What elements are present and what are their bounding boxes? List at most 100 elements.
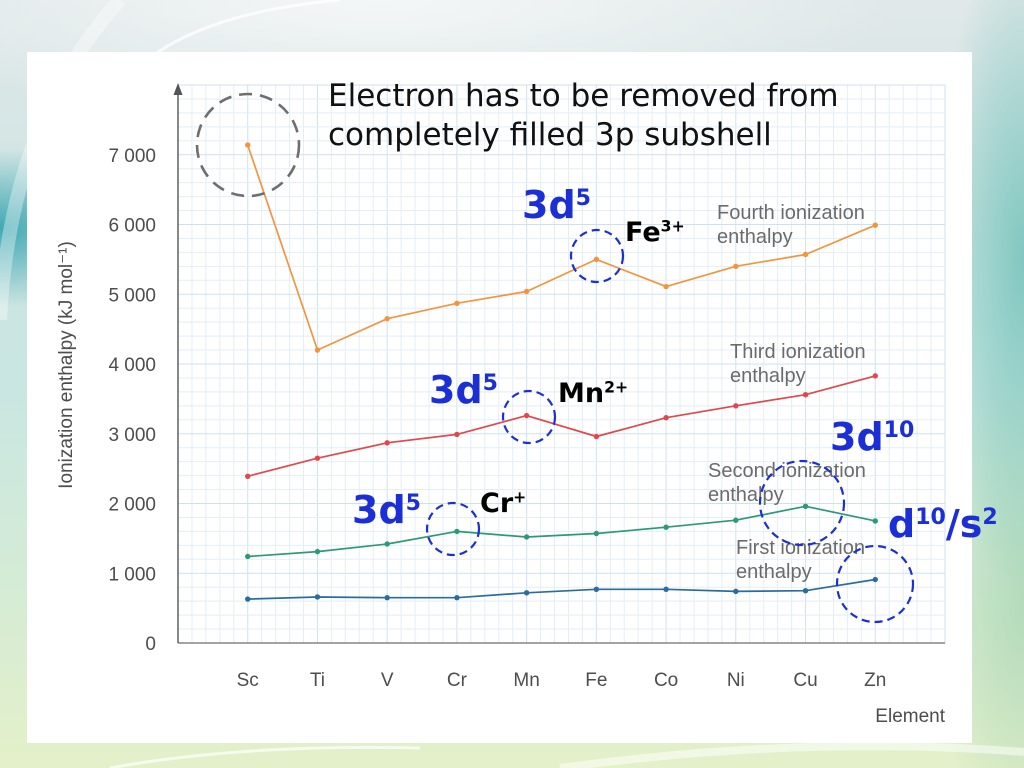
data-point (454, 594, 460, 601)
config-base: /s (945, 502, 983, 546)
x-tick-label: Ti (310, 670, 325, 691)
series-1 (245, 576, 878, 602)
ion-symbol: Mn (558, 378, 605, 409)
data-point (872, 576, 878, 583)
x-tick-label: Fe (585, 670, 607, 691)
cu-electron-config-label: 3d10 (830, 418, 914, 456)
background-swoosh (559, 742, 1024, 768)
config-base: 3d (352, 488, 406, 532)
series-line (246, 144, 876, 351)
data-point (733, 263, 739, 270)
ion-symbol: Fe (625, 217, 661, 248)
fe-electron-config-label: 3d5 (522, 186, 591, 224)
data-point (454, 528, 460, 535)
data-point (872, 373, 878, 379)
data-point (802, 391, 809, 398)
y-tick-label: 4 000 (108, 355, 156, 376)
x-tick-label: Mn (513, 670, 539, 691)
y-axis-arrowhead (173, 83, 183, 95)
annotation-note-line: completely filled 3p subshell (328, 117, 772, 153)
cr-ion-label: Cr+ (480, 489, 526, 517)
series-labels: First ionization enthalpy Second ionizatio… (708, 202, 866, 583)
fe-ion-label: Fe3+ (625, 216, 685, 248)
series-label: First ionization enthalpy (736, 537, 865, 583)
data-point (733, 588, 739, 595)
ion-charge: 3+ (660, 216, 685, 236)
data-point (454, 300, 460, 307)
highlight-circle-mn (501, 389, 557, 445)
data-point (872, 518, 878, 524)
x-tick-label: Zn (864, 670, 886, 691)
data-point (593, 586, 600, 592)
chart-panel (27, 52, 972, 743)
config-base: 3d (830, 415, 884, 459)
x-tick-label: V (381, 670, 394, 691)
x-axis-label: Element (875, 706, 945, 727)
data-point (523, 412, 530, 419)
mn-ion-label: Mn2+ (558, 377, 629, 409)
config-superscript: 10 (915, 504, 946, 530)
config-base: 3d (429, 368, 483, 412)
data-point (314, 548, 321, 555)
data-point (314, 594, 321, 600)
highlight-circle-sc (195, 92, 301, 198)
data-point (384, 440, 390, 446)
y-tick-label: 6 000 (108, 216, 156, 237)
data-point (245, 473, 251, 479)
annotation-note-line: Electron has to be removed from (328, 78, 839, 114)
config-superscript: 5 (482, 370, 498, 396)
series-label: Second ionization enthalpy (708, 460, 866, 506)
cr-electron-config-label: 3d5 (352, 491, 421, 529)
y-tick-label: 5 000 (108, 285, 156, 306)
data-point (523, 534, 530, 540)
background-swoosh (109, 745, 421, 768)
series-line (247, 505, 876, 558)
config-superscript: 2 (982, 504, 998, 530)
data-point (663, 415, 669, 421)
y-axis-label: Ionization enthalpy (kJ mol⁻¹) (56, 241, 77, 489)
x-tick-label: Cu (793, 670, 817, 691)
data-point (245, 553, 251, 560)
y-tick-label: 2 000 (108, 495, 156, 516)
ion-charge: 2+ (604, 377, 629, 397)
data-point (663, 283, 669, 290)
y-tick-label: 0 (145, 634, 156, 655)
data-point (663, 586, 669, 592)
mn-electron-config-label: 3d5 (429, 371, 498, 409)
zn-electron-config-label: d10/s2 (888, 505, 998, 543)
highlight-circle-cr (425, 501, 481, 557)
data-point (802, 251, 809, 258)
config-superscript: 10 (883, 417, 915, 443)
data-point (384, 541, 390, 547)
data-point (523, 288, 530, 295)
highlight-circle-fe (569, 228, 625, 284)
data-point (384, 594, 390, 601)
data-point (733, 517, 739, 523)
data-point (245, 142, 251, 148)
data-point (872, 222, 878, 228)
data-point (314, 455, 321, 461)
data-point (314, 347, 321, 353)
highlight-circle-cu (758, 459, 846, 547)
background-swoosh (149, 0, 341, 60)
config-base: 3d (522, 183, 576, 227)
data-point (454, 431, 460, 438)
series-line (247, 578, 876, 600)
data-point (245, 596, 251, 602)
annotation-note: Electron has to be removed from complete… (328, 77, 839, 155)
x-tick-label: Co (654, 670, 678, 691)
data-point (802, 503, 809, 509)
x-tick-label: Sc (237, 670, 259, 691)
series-4 (245, 142, 878, 353)
data-point (593, 433, 600, 440)
data-point (802, 587, 809, 594)
series-line (247, 375, 876, 478)
series-label: Third ionization enthalpy (730, 341, 866, 387)
data-point (593, 256, 600, 263)
grid (177, 84, 946, 644)
highlight-circles (195, 92, 915, 624)
axes (173, 83, 945, 644)
data-point (663, 524, 669, 530)
data-point (593, 530, 600, 537)
